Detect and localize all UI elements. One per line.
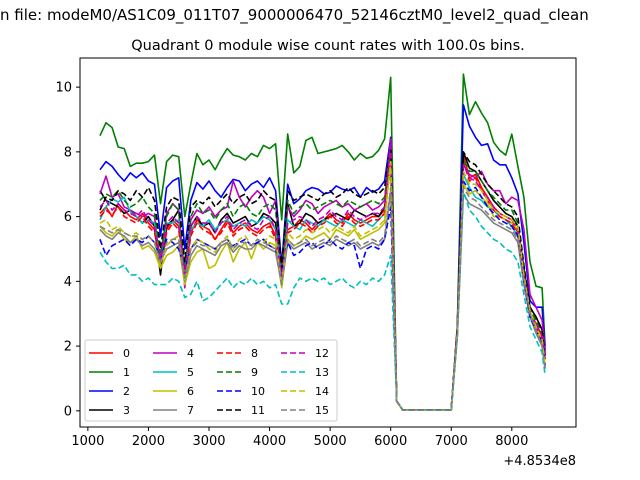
legend-label-5: 5 [187, 366, 194, 379]
legend-label-9: 9 [251, 366, 258, 379]
series-line-14 [99, 160, 546, 412]
x-tick-label: 2000 [132, 434, 165, 449]
series-line-10 [99, 180, 546, 412]
series-line-8 [99, 151, 546, 412]
x-tick-label: 4000 [253, 434, 286, 449]
series-line-13 [99, 189, 546, 412]
legend-label-14: 14 [315, 385, 329, 398]
legend-label-7: 7 [187, 404, 194, 417]
series-line-5 [99, 164, 546, 412]
legend-label-4: 4 [187, 347, 194, 360]
series-line-15 [99, 186, 546, 412]
y-tick-label: 10 [55, 81, 72, 96]
chart-title: Quadrant 0 module wise count rates with … [131, 38, 525, 54]
x-tick-label: 8000 [495, 434, 528, 449]
legend-label-1: 1 [123, 366, 130, 379]
legend-label-11: 11 [251, 404, 265, 417]
y-tick-label: 6 [64, 210, 72, 225]
series-line-12 [99, 141, 546, 412]
legend-box [84, 339, 338, 422]
legend-label-8: 8 [251, 347, 258, 360]
x-tick-label: 1000 [71, 434, 104, 449]
series-line-7 [99, 189, 546, 412]
y-tick-label: 4 [64, 275, 72, 290]
legend-label-6: 6 [187, 385, 194, 398]
legend-label-13: 13 [315, 366, 329, 379]
legend-label-0: 0 [123, 347, 130, 360]
x-offset-label: +4.8534e8 [503, 454, 576, 469]
y-tick-label: 2 [64, 340, 72, 355]
legend-label-15: 15 [315, 404, 329, 417]
plot-frame [79, 57, 577, 428]
x-tick-label: 7000 [435, 434, 468, 449]
legend-label-12: 12 [315, 347, 329, 360]
x-tick-label: 3000 [192, 434, 225, 449]
y-tick-label: 0 [64, 404, 72, 419]
series-group [99, 73, 546, 412]
series-line-11 [99, 144, 546, 412]
series-line-4 [99, 138, 546, 412]
series-line-1 [99, 73, 546, 412]
series-line-9 [99, 147, 546, 412]
series-line-6 [99, 157, 546, 412]
figure-suptitle: n file: modeM0/AS1C09_011T07_9000006470_… [0, 6, 589, 24]
legend-label-10: 10 [251, 385, 265, 398]
x-tick-label: 6000 [374, 434, 407, 449]
x-tick-label: 5000 [314, 434, 347, 449]
legend-label-3: 3 [123, 404, 130, 417]
legend-label-2: 2 [123, 385, 130, 398]
y-tick-label: 8 [64, 145, 72, 160]
